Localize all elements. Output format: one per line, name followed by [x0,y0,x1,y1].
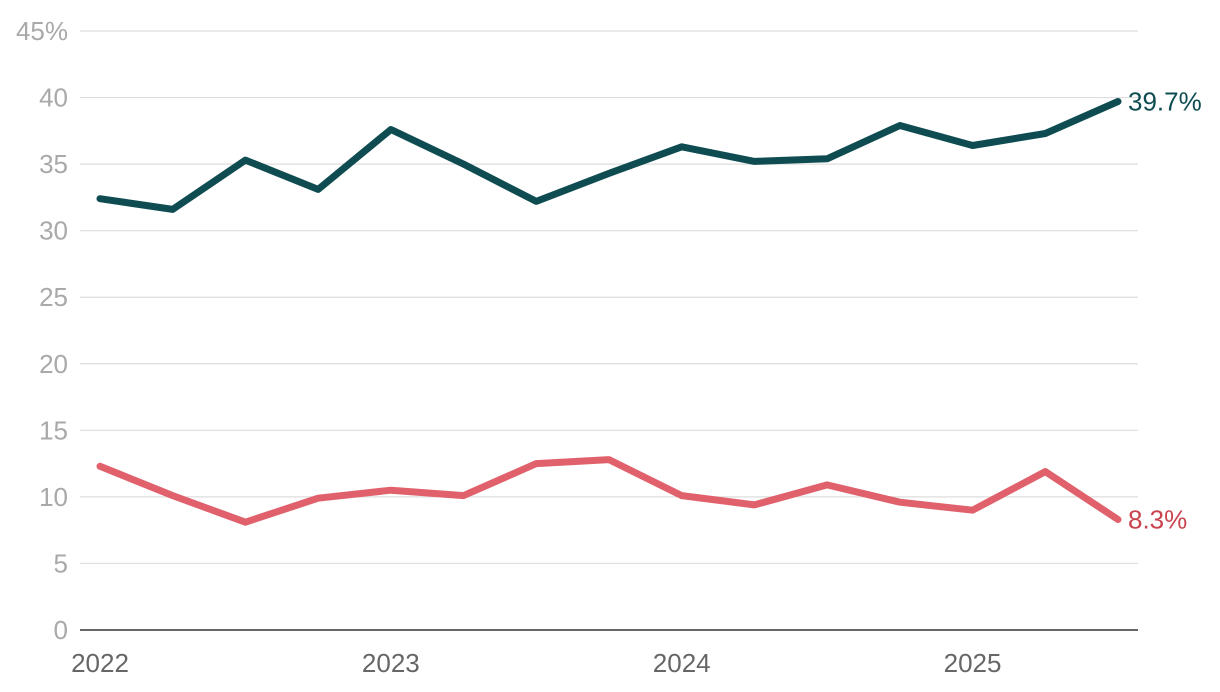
gridlines [80,30,1138,565]
x-tick-label: 2024 [653,648,711,678]
x-tick-label: 2023 [362,648,420,678]
x-tick-label: 2025 [944,648,1002,678]
y-tick-label: 40 [39,83,68,113]
y-tick-label: 35 [39,149,68,179]
series-2-line [96,456,1122,526]
y-tick-label: 25 [39,282,68,312]
y-tick-label: 15 [39,415,68,445]
y-tick-label: 0 [54,615,68,645]
series-2-end-label: 8.3% [1128,505,1187,535]
y-tick-label: 20 [39,349,68,379]
series-lines [96,98,1122,526]
y-tick-label: 45% [16,16,68,46]
y-tick-label: 10 [39,482,68,512]
series-1-end-label: 39.7% [1128,87,1202,117]
x-axis-ticks: 2022 2023 2024 2025 [71,648,1001,678]
y-tick-label: 5 [54,548,68,578]
end-labels: 39.7% 8.3% [1128,87,1202,535]
x-tick-label: 2022 [71,648,129,678]
y-axis-ticks: 0 5 10 15 20 25 30 35 40 45% [16,16,68,645]
y-tick-label: 30 [39,216,68,246]
series-1-line [96,98,1122,213]
